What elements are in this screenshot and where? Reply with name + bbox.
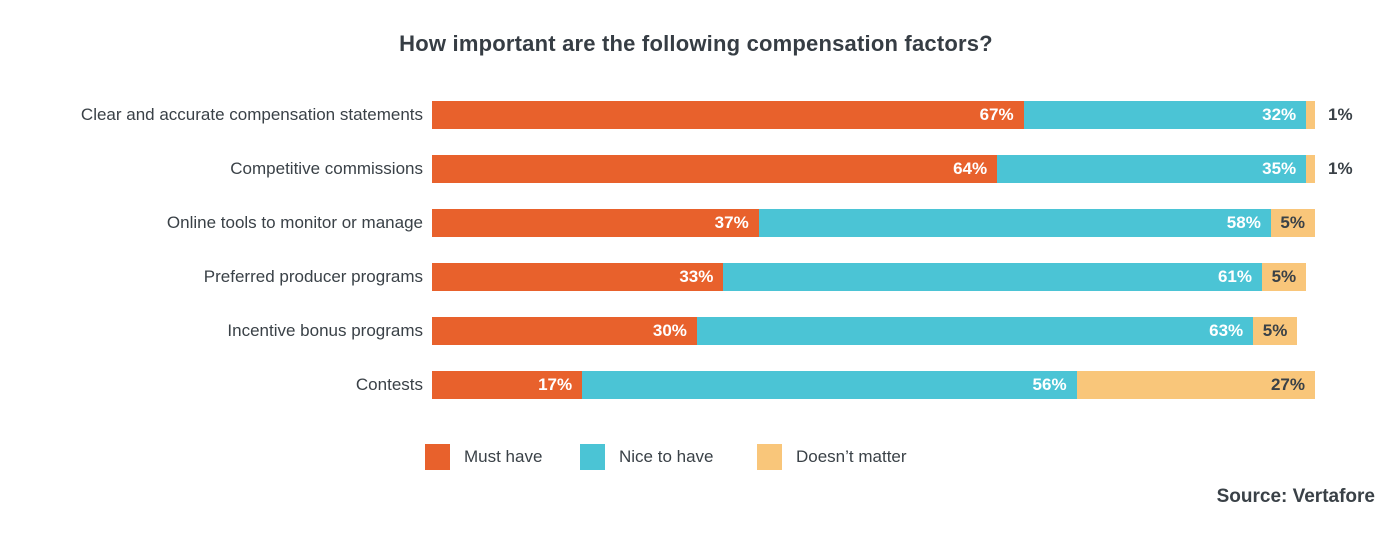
category-label: Contests [355,375,423,394]
legend-label: Doesn’t matter [796,447,907,466]
value-label: 64% [953,159,988,178]
source-attribution: Source: Vertafore [1216,486,1375,507]
chart-legend: Must have Nice to have Doesn’t matter [0,443,1400,471]
bar-track: 67% 32% [432,101,1315,129]
value-label: 58% [1226,213,1261,232]
value-label-outside: 1% [1328,105,1353,124]
legend-swatch [580,444,605,470]
value-label: 37% [714,213,749,232]
bar-segment-nice-to-have: 56% [582,371,1077,399]
legend-swatch [425,444,450,470]
value-label: 5% [1262,321,1288,340]
chart-row: Competitive commissions 64% 35% 1% [0,155,1353,183]
value-label: 35% [1262,159,1297,178]
category-label: Clear and accurate compensation statemen… [80,105,423,124]
value-label: 56% [1032,375,1067,394]
bar-segment-doesn-t-matter [1306,101,1315,129]
legend-item: Nice to have [580,443,714,471]
category-label: Online tools to monitor or manage [166,213,423,232]
value-label: 17% [538,375,573,394]
bar-segment-nice-to-have: 63% [696,317,1254,345]
value-label: 5% [1271,267,1297,286]
category-label: Preferred producer programs [203,267,423,286]
bar-segment-doesn-t-matter: 5% [1262,263,1307,291]
chart-rows: Clear and accurate compensation statemen… [0,101,1353,425]
bar-segment-nice-to-have: 58% [758,209,1271,237]
legend-label: Must have [464,447,543,466]
legend-item: Doesn’t matter [757,443,907,471]
chart-row: Online tools to monitor or manage 37% 58% 5… [0,209,1353,237]
value-label: 30% [652,321,687,340]
legend-swatch [757,444,782,470]
bar-segment-must-have: 17% [432,371,583,399]
legend-item: Must have [425,443,542,471]
bar-track: 30% 63% 5% [432,317,1315,345]
bar-segment-nice-to-have: 32% [1023,101,1307,129]
bar-segment-nice-to-have: 35% [997,155,1307,183]
bar-segment-must-have: 30% [432,317,697,345]
bar-segment-doesn-t-matter: 5% [1270,209,1315,237]
bar-segment-must-have: 37% [432,209,759,237]
bar-segment-doesn-t-matter: 5% [1253,317,1298,345]
chart-row: Clear and accurate compensation statemen… [0,101,1353,129]
bar-track: 37% 58% 5% [432,209,1315,237]
value-label: 63% [1209,321,1244,340]
chart-row: Contests 17% 56% 27% [0,371,1353,399]
value-label-outside: 1% [1328,159,1353,178]
bar-track: 64% 35% [432,155,1315,183]
bar-segment-must-have: 33% [432,263,724,291]
legend-label: Nice to have [619,447,714,466]
category-label: Incentive bonus programs [227,321,423,340]
bar-track: 17% 56% 27% [432,371,1315,399]
chart-row: Preferred producer programs 33% 61% 5% [0,263,1353,291]
value-label: 33% [679,267,714,286]
bar-segment-nice-to-have: 61% [723,263,1262,291]
bar-segment-doesn-t-matter [1306,155,1315,183]
value-label: 61% [1217,267,1252,286]
bar-segment-must-have: 67% [432,101,1024,129]
value-label: 27% [1270,375,1305,394]
category-label: Competitive commissions [230,159,423,178]
value-label: 67% [979,105,1014,124]
value-label: 32% [1262,105,1297,124]
chart-title: How important are the following compensa… [399,31,993,56]
bar-segment-must-have: 64% [432,155,998,183]
bar-segment-doesn-t-matter: 27% [1076,371,1315,399]
chart-row: Incentive bonus programs 30% 63% 5% [0,317,1353,345]
bar-track: 33% 61% 5% [432,263,1315,291]
value-label: 5% [1280,213,1305,232]
